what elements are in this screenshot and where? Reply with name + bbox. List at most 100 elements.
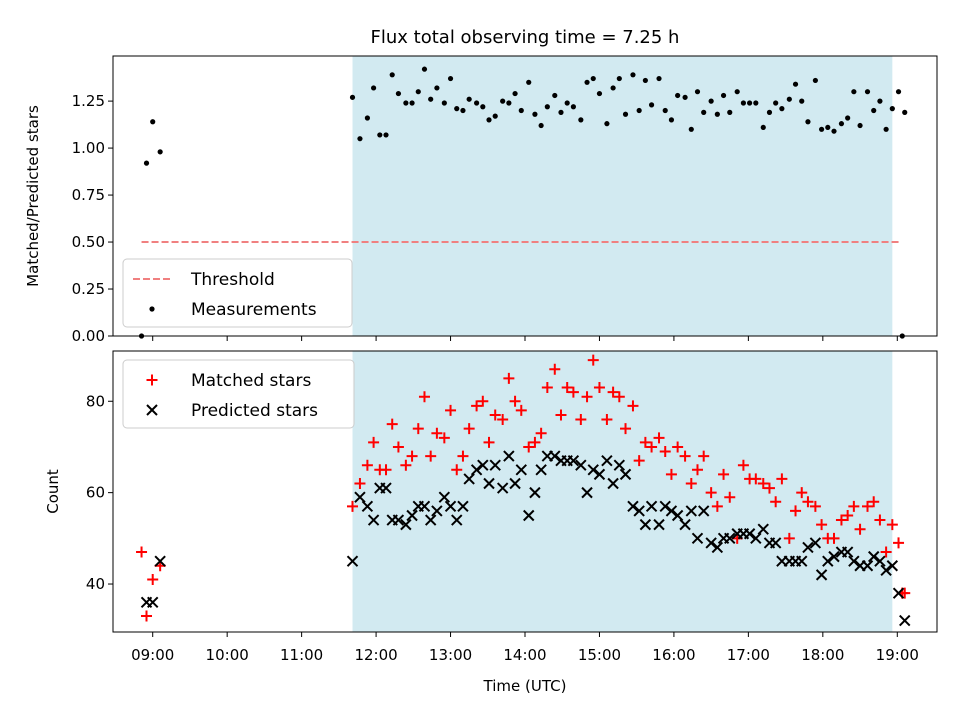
data-point — [538, 122, 544, 129]
data-point — [575, 459, 587, 471]
data-point — [662, 107, 668, 114]
data-point — [790, 505, 802, 517]
legend-top: Threshold Measurements — [122, 258, 353, 328]
data-point — [648, 102, 655, 108]
data-point — [383, 132, 389, 138]
data-point — [893, 537, 905, 549]
data-point — [415, 89, 421, 95]
data-point — [857, 122, 863, 129]
data-point — [518, 107, 524, 114]
data-point — [734, 89, 740, 95]
data-point — [607, 477, 619, 490]
data-point — [400, 459, 412, 471]
data-point — [570, 104, 576, 110]
data-point — [431, 505, 443, 517]
data-point — [466, 96, 472, 102]
data-point — [871, 107, 877, 114]
data-point — [773, 100, 779, 106]
data-point — [392, 441, 404, 453]
data-point — [483, 477, 495, 490]
data-point — [653, 432, 665, 444]
y-tick-label: 0.75 — [72, 186, 105, 204]
data-point — [842, 509, 854, 521]
data-point — [515, 464, 527, 476]
data-point — [555, 409, 567, 421]
data-point — [509, 477, 521, 490]
y-tick-label: 80 — [86, 392, 105, 410]
data-point — [480, 104, 486, 110]
data-point — [357, 136, 363, 142]
data-point — [460, 107, 466, 114]
data-point — [838, 121, 845, 127]
data-point — [451, 514, 463, 526]
data-point — [150, 119, 156, 125]
legend-label: Threshold — [190, 270, 275, 290]
data-point — [544, 104, 550, 110]
data-point — [386, 418, 398, 430]
data-point — [418, 391, 430, 403]
data-point — [848, 500, 860, 512]
data-point — [659, 446, 671, 458]
data-point — [691, 464, 703, 476]
data-point — [154, 555, 166, 567]
data-point — [361, 459, 373, 471]
data-point — [802, 541, 814, 554]
data-point — [431, 427, 443, 439]
data-point — [371, 85, 377, 91]
data-point — [403, 100, 409, 106]
series-plus — [136, 354, 911, 622]
data-point — [549, 450, 561, 462]
data-point — [737, 459, 749, 471]
data-point — [711, 541, 724, 554]
data-point — [346, 555, 359, 567]
data-point — [567, 386, 579, 398]
data-point — [418, 500, 431, 513]
data-point — [561, 382, 573, 394]
data-point — [724, 491, 736, 503]
data-point — [711, 500, 723, 512]
data-point — [613, 459, 626, 471]
x-tick-label: 17:00 — [727, 646, 770, 664]
data-point — [622, 111, 629, 117]
data-point — [685, 505, 697, 517]
data-point — [441, 100, 447, 106]
data-point — [845, 115, 851, 121]
data-point — [444, 500, 457, 513]
data-point — [675, 92, 681, 99]
data-point — [457, 500, 469, 513]
data-point — [770, 496, 782, 508]
legend-label: Matched stars — [191, 371, 311, 391]
data-point — [607, 386, 619, 398]
data-point — [575, 414, 587, 426]
series-x — [140, 450, 911, 627]
legend-label: Measurements — [191, 300, 317, 320]
observing-window — [352, 56, 893, 336]
data-point — [805, 119, 811, 125]
data-point — [147, 573, 159, 585]
data-point — [581, 391, 593, 403]
data-point — [604, 121, 610, 127]
data-point — [503, 372, 515, 384]
data-point — [639, 518, 652, 531]
data-point — [816, 519, 828, 531]
data-point — [864, 89, 871, 95]
data-point — [409, 100, 415, 106]
data-point — [747, 100, 753, 106]
y-tick-label: 0.25 — [72, 280, 105, 298]
data-point — [406, 509, 418, 522]
data-point — [769, 537, 782, 549]
data-point — [743, 528, 756, 540]
data-point — [892, 587, 905, 599]
data-point — [796, 487, 808, 499]
data-point — [815, 569, 828, 581]
legend-box — [122, 359, 355, 429]
y-axis-label: Count — [44, 469, 62, 514]
data-point — [656, 75, 662, 82]
data-point — [610, 85, 616, 91]
data-point — [421, 66, 428, 72]
panel-1: 0.00 0.25 0.50 0.75 1.00 1.25 Matched/Predicte… — [24, 27, 938, 345]
data-point — [861, 560, 874, 572]
data-point — [679, 518, 691, 531]
data-point — [506, 100, 512, 106]
data-point — [558, 109, 564, 115]
